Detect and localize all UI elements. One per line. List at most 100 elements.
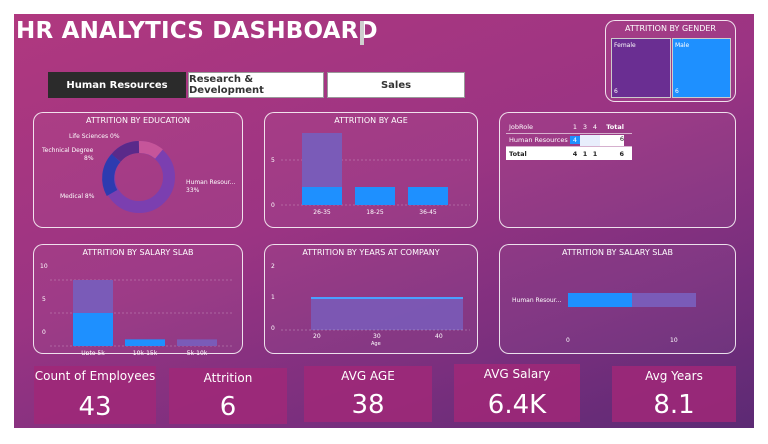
age-y-tick-0: 0 [271, 202, 275, 209]
kpi-value: 8.1 [653, 390, 695, 420]
kpi-count-of-employees: Count of Employees 43 [34, 366, 156, 424]
label-human-resources: Human Resour... [186, 179, 236, 186]
gender-card-title: ATTRITION BY GENDER [625, 24, 716, 33]
bar-part-10k-15k[interactable] [125, 339, 165, 346]
kpi-label: Attrition [203, 371, 253, 385]
category-label: Upto 5k [81, 350, 105, 355]
matrix-table: JobRole 1 3 4 Total Human Resources 4 6 … [506, 121, 632, 160]
salary-hbar-chart [568, 293, 696, 307]
tab-human-resources[interactable]: Human Resources [48, 72, 186, 98]
attrition-by-salary-slab-bar-card: ATTRITION BY SALARY SLAB Human Resour...… [499, 244, 736, 354]
kpi-value: 38 [351, 390, 385, 420]
matrix-header-jobrole[interactable]: JobRole [509, 123, 534, 131]
matrix-header-row: JobRole 1 3 4 Total [506, 121, 632, 134]
female-tile[interactable]: Female 6 [611, 38, 671, 98]
salary-y-tick-0: 0 [42, 329, 46, 336]
salary-hbar-part [568, 293, 632, 307]
bar-part-18-25[interactable] [355, 187, 395, 205]
kpi-label: Count of Employees [34, 369, 156, 383]
years-area [311, 298, 463, 330]
label-human-resources-pct: 33% [186, 187, 200, 194]
label-technical-degree: Technical Degree [42, 147, 94, 154]
kpi-avg-years: Avg Years 8.1 [612, 366, 736, 422]
matrix-header-total: Total [606, 123, 624, 131]
kpi-label: AVG AGE [341, 369, 395, 383]
age-bar-chart: 26-35 18-25 36-45 [281, 133, 470, 216]
attrition-by-years-card: ATTRITION BY YEARS AT COMPANY 2 1 0 20 3… [264, 244, 478, 354]
matrix-row-total: Total 4 1 1 6 [506, 147, 632, 160]
attrition-by-age-card: ATTRITION BY AGE 5 0 26-35 18-25 36-45 [264, 112, 478, 228]
category-label: 26-35 [313, 209, 331, 216]
tab-sales[interactable]: Sales [327, 72, 465, 98]
salary-bar-category: Human Resour... [512, 297, 562, 304]
matrix-cell-total: 6 [600, 134, 624, 146]
male-tile[interactable]: Male 6 [672, 38, 731, 98]
matrix-header-4: 4 [592, 123, 598, 131]
education-card-title: ATTRITION BY EDUCATION [86, 116, 190, 125]
matrix-cell-1: 4 [570, 136, 580, 144]
donut-slice-technical [111, 141, 140, 163]
category-label: 36-45 [419, 209, 437, 216]
tab-research-development[interactable]: Research & Development [188, 72, 324, 98]
years-card-title: ATTRITION BY YEARS AT COMPANY [302, 248, 440, 257]
salary-bar-x-tick-0: 0 [566, 337, 570, 344]
years-x-tick-30: 30 [373, 333, 381, 340]
kpi-value: 6 [219, 392, 237, 422]
matrix-row-name: Human Resources [509, 136, 568, 144]
kpi-value: 43 [78, 392, 112, 422]
years-y-tick-0: 0 [271, 325, 275, 332]
bar-part-Upto 5k[interactable] [73, 313, 113, 346]
title-cursor-bar [360, 21, 364, 45]
bar-part-26-35[interactable] [302, 187, 342, 205]
attrition-by-education-card: ATTRITION BY EDUCATION Life Sciences 0% … [33, 112, 243, 228]
attrition-by-gender-card: ATTRITION BY GENDER Female 6 Male 6 [605, 20, 736, 102]
years-x-label: Age [371, 341, 381, 347]
matrix-total-3: 1 [582, 149, 588, 158]
label-medical: Medical 8% [60, 193, 95, 200]
bar-part-36-45[interactable] [408, 187, 448, 205]
matrix-total-4: 1 [592, 149, 598, 158]
female-value: 6 [614, 88, 618, 95]
age-y-tick-5: 5 [271, 157, 275, 164]
matrix-cell-3 [580, 134, 590, 146]
label-life-sciences: Life Sciences 0% [69, 133, 120, 140]
matrix-cell-4 [590, 134, 600, 146]
dashboard-canvas: HR ANALYTICS DASHBOARD Human Resources R… [14, 14, 754, 428]
female-label: Female [614, 42, 636, 49]
kpi-avg-salary: AVG Salary 6.4K [454, 364, 580, 422]
salary-card-title: ATTRITION BY SALARY SLAB [82, 248, 194, 257]
salary-y-tick-10: 10 [40, 263, 48, 270]
years-area-chart [281, 297, 470, 331]
matrix-total-1: 4 [572, 149, 578, 158]
category-label: 10k-15k [133, 350, 158, 355]
jobrole-matrix-card: JobRole 1 3 4 Total Human Resources 4 6 … [499, 112, 736, 228]
kpi-value: 6.4K [487, 390, 547, 420]
salary-y-tick-5: 5 [42, 296, 46, 303]
matrix-total-total: 6 [619, 149, 624, 158]
kpi-label: AVG Salary [483, 367, 551, 381]
attrition-by-salary-slab-card: ATTRITION BY SALARY SLAB 10 5 0 Upto 5k 1… [33, 244, 243, 355]
kpi-attrition: Attrition 6 [169, 368, 287, 424]
category-label: 5k-10k [187, 350, 208, 355]
years-y-tick-2: 2 [271, 263, 275, 270]
donut-slice-other [138, 141, 163, 159]
matrix-header-3: 3 [582, 123, 588, 131]
age-card-title: ATTRITION BY AGE [334, 116, 408, 125]
matrix-row-human-resources[interactable]: Human Resources 4 6 [506, 134, 632, 147]
kpi-label: Avg Years [645, 369, 703, 383]
salary-bar-card-title: ATTRITION BY SALARY SLAB [562, 248, 673, 257]
donut-slice-medical [102, 153, 121, 196]
years-x-tick-40: 40 [435, 333, 443, 340]
page-title: HR ANALYTICS DASHBOARD [16, 18, 378, 44]
years-y-tick-1: 1 [271, 294, 275, 301]
matrix-total-label: Total [509, 149, 527, 158]
kpi-avg-age: AVG AGE 38 [304, 366, 432, 422]
matrix-header-1: 1 [572, 123, 578, 131]
years-x-tick-20: 20 [313, 333, 321, 340]
bar-total-5k-10k[interactable] [177, 339, 217, 346]
label-technical-pct: 8% [84, 155, 94, 162]
salary-bar-x-tick-10: 10 [670, 337, 678, 344]
education-donut-chart [102, 141, 175, 213]
male-value: 6 [675, 88, 679, 95]
category-label: 18-25 [366, 209, 384, 216]
